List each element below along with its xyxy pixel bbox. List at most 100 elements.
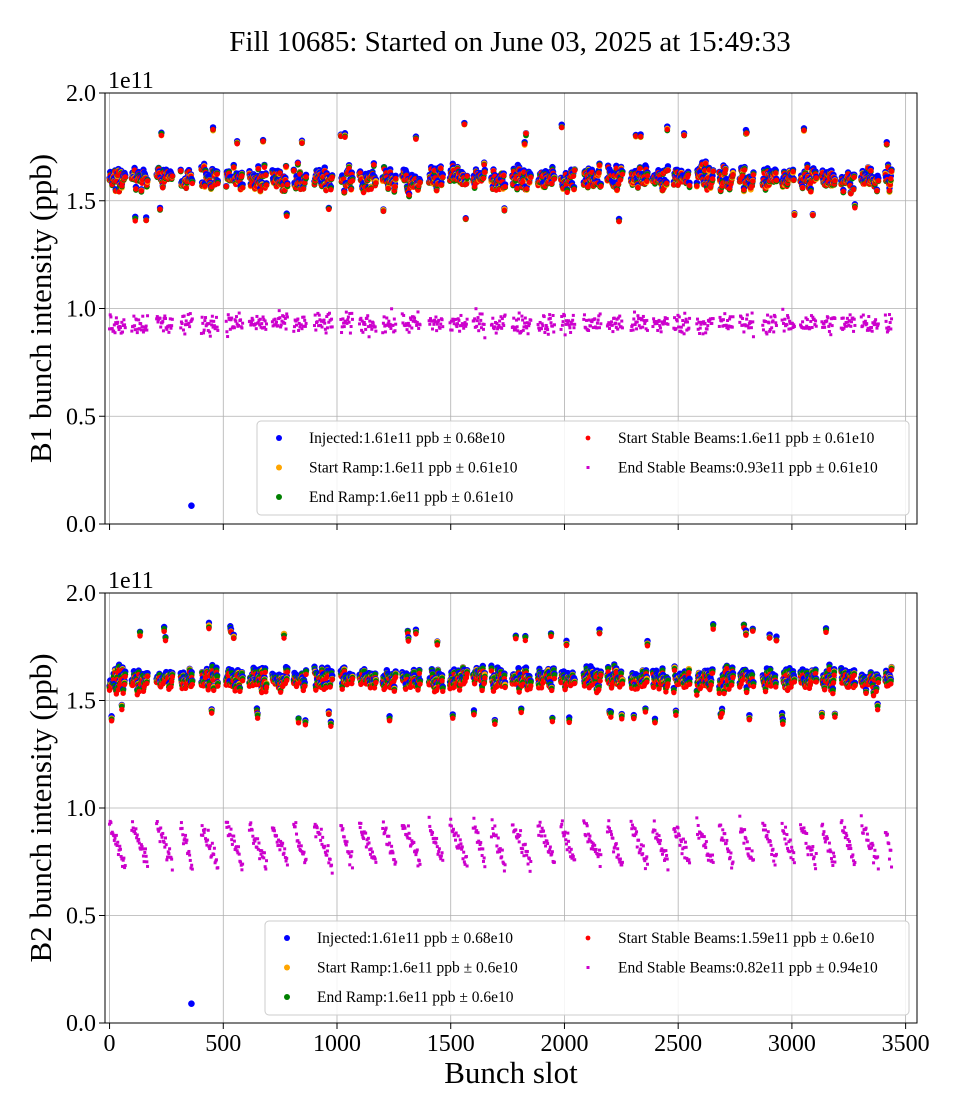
end-stable-point <box>477 322 481 326</box>
end-stable-point <box>240 326 244 330</box>
end-stable-point <box>587 328 591 332</box>
legend-marker <box>586 466 590 469</box>
end-stable-point <box>805 318 809 322</box>
start_stable-point <box>463 216 469 222</box>
legend-entry: Injected:1.61e11 ppb ± 0.68e10 <box>309 430 505 447</box>
end-stable-point <box>394 322 398 326</box>
end-stable-point <box>500 326 504 330</box>
end-stable-point <box>494 331 498 335</box>
y-tick-label: 0.0 <box>66 512 96 538</box>
start_stable-point <box>521 141 528 147</box>
start_stable-point <box>791 177 797 183</box>
end-stable-point <box>741 317 745 321</box>
start_stable-point <box>644 173 651 179</box>
start_stable-point <box>801 127 807 133</box>
end-stable-point <box>297 328 301 332</box>
end-stable-point <box>230 316 234 320</box>
start_stable-point <box>303 671 309 678</box>
end-stable-point <box>814 324 818 328</box>
end-stable-point <box>867 315 871 319</box>
end-stable-point <box>350 311 354 315</box>
start_stable-point <box>326 206 332 213</box>
end-stable-point <box>369 324 373 328</box>
end-stable-point <box>765 332 769 336</box>
legend-entry: End Stable Beams:0.93e11 ppb ± 0.61e10 <box>618 460 878 477</box>
end-stable-point <box>146 314 150 318</box>
end-stable-point <box>560 323 564 327</box>
end-stable-point <box>456 322 460 326</box>
start_stable-point <box>178 168 184 174</box>
end-stable-point <box>434 315 438 319</box>
start_stable-point <box>564 189 570 195</box>
start_stable-point <box>263 182 270 188</box>
start_stable-point <box>133 186 139 192</box>
start_stable-point <box>799 185 806 191</box>
end-stable-point <box>454 317 458 321</box>
start_stable-point <box>300 186 307 192</box>
end-stable-point <box>184 319 188 323</box>
end-stable-point <box>473 317 477 321</box>
end-stable-point <box>641 325 645 329</box>
start_stable-point <box>810 212 816 218</box>
end-stable-point <box>459 313 463 317</box>
end-stable-point <box>769 315 773 319</box>
end-stable-point <box>726 327 730 331</box>
start_stable-point <box>850 186 857 193</box>
end-stable-point <box>317 313 321 317</box>
end-stable-point <box>848 313 852 317</box>
start_stable-point <box>438 165 444 172</box>
end-stable-point <box>523 321 527 325</box>
start_stable-point <box>685 172 691 178</box>
end-stable-point <box>264 322 268 326</box>
y-tick-label: 1.0 <box>66 297 96 323</box>
end-stable-point <box>889 327 893 331</box>
y-axis-label: B1 bunch intensity (ppb) <box>23 154 58 463</box>
start_stable-point <box>371 162 377 168</box>
end-stable-point <box>254 327 258 331</box>
end-stable-point <box>810 325 814 329</box>
end-stable-point <box>413 316 417 320</box>
start_stable-point <box>417 179 423 186</box>
end-stable-point <box>785 323 789 327</box>
start_stable-point <box>119 706 125 713</box>
end-stable-point <box>132 314 136 318</box>
end-stable-point <box>809 319 813 323</box>
end-stable-point <box>684 317 688 321</box>
start_stable-point <box>255 165 262 172</box>
end-stable-point <box>645 328 649 332</box>
start_stable-point <box>263 172 269 178</box>
start_stable-point <box>349 178 356 184</box>
end-stable-point <box>139 322 143 326</box>
end-stable-point <box>563 333 567 337</box>
end-stable-point <box>407 330 411 334</box>
end-stable-point <box>635 320 639 324</box>
start_stable-point <box>616 218 622 225</box>
end-stable-point <box>666 322 670 326</box>
legend-marker <box>276 494 282 500</box>
end-stable-point <box>571 318 575 322</box>
end-stable-point <box>210 314 214 318</box>
end-stable-point <box>389 326 393 330</box>
end-stable-point <box>264 327 268 331</box>
start_stable-point <box>852 205 858 211</box>
start_stable-point <box>202 183 208 189</box>
end-stable-point <box>696 317 700 321</box>
end-stable-point <box>617 322 621 326</box>
start_stable-point <box>157 206 163 212</box>
end-stable-point <box>181 328 185 332</box>
end-stable-point <box>861 313 865 317</box>
legend-entry: End Ramp:1.6e11 ppb ± 0.61e10 <box>309 489 513 506</box>
legend-marker <box>276 464 282 471</box>
end-stable-point <box>852 317 856 321</box>
start_stable-point <box>140 688 147 694</box>
end-stable-point <box>391 323 395 327</box>
end-stable-point <box>503 313 507 317</box>
end-stable-point <box>849 320 853 324</box>
end-stable-point <box>770 326 774 330</box>
end-stable-point <box>359 316 363 320</box>
end-stable-point <box>285 312 289 316</box>
start_stable-point <box>551 176 558 182</box>
end-stable-point <box>718 315 722 319</box>
end-stable-point <box>120 320 124 324</box>
end-stable-point <box>296 317 300 321</box>
